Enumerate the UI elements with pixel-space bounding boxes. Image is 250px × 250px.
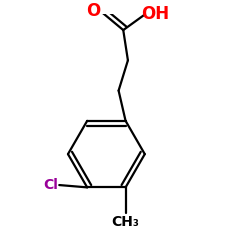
Text: CH₃: CH₃ [112, 215, 140, 229]
Text: OH: OH [141, 5, 170, 23]
Text: Cl: Cl [43, 178, 58, 192]
Text: O: O [86, 2, 101, 20]
